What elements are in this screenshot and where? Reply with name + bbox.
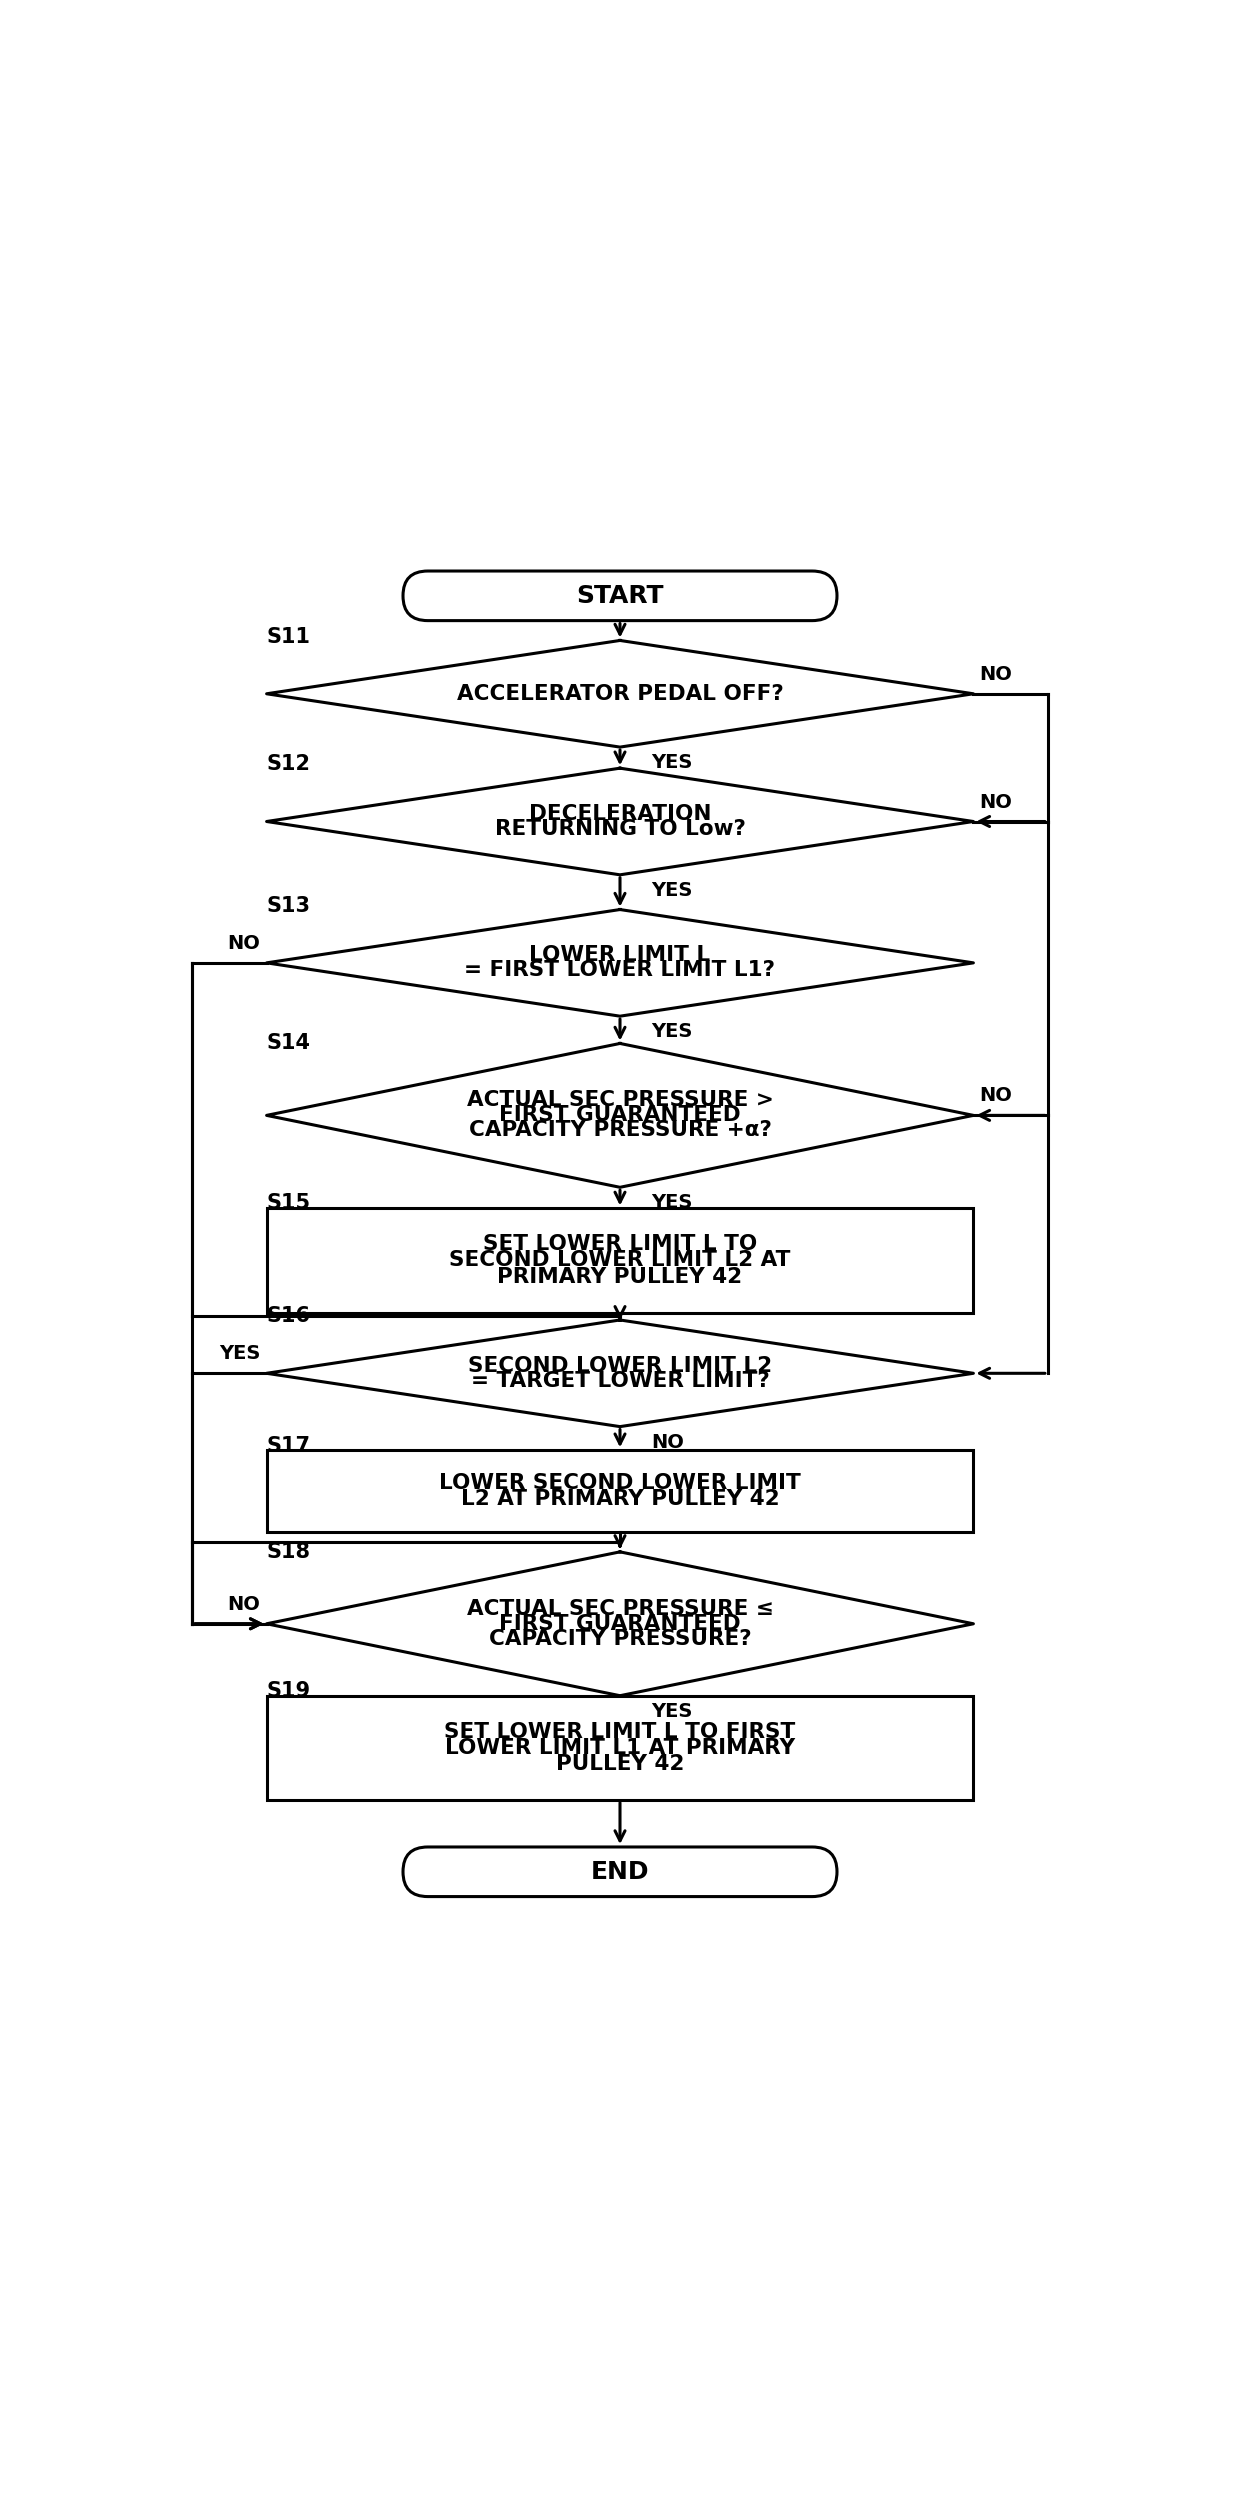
Text: YES: YES	[651, 881, 692, 899]
Text: CAPACITY PRESSURE +α?: CAPACITY PRESSURE +α?	[469, 1120, 771, 1140]
Text: L2 AT PRIMARY PULLEY 42: L2 AT PRIMARY PULLEY 42	[461, 1489, 779, 1509]
Text: YES: YES	[651, 1022, 692, 1042]
Text: PRIMARY PULLEY 42: PRIMARY PULLEY 42	[497, 1266, 743, 1286]
FancyBboxPatch shape	[403, 1848, 837, 1896]
Text: START: START	[577, 585, 663, 608]
Text: S13: S13	[267, 896, 310, 917]
Text: = TARGET LOWER LIMIT?: = TARGET LOWER LIMIT?	[471, 1371, 769, 1391]
Bar	[267, 1451, 973, 1532]
Text: LOWER LIMIT L1 AT PRIMARY: LOWER LIMIT L1 AT PRIMARY	[445, 1738, 795, 1758]
Text: FIRST GUARANTEED: FIRST GUARANTEED	[500, 1105, 740, 1125]
Text: SET LOWER LIMIT L TO FIRST: SET LOWER LIMIT L TO FIRST	[444, 1723, 796, 1743]
Text: DECELERATION: DECELERATION	[528, 804, 712, 824]
Bar	[267, 1695, 973, 1800]
Text: FIRST GUARANTEED: FIRST GUARANTEED	[500, 1615, 740, 1635]
Bar	[267, 1208, 973, 1313]
Text: YES: YES	[651, 753, 692, 773]
Text: YES: YES	[219, 1343, 260, 1363]
Text: S18: S18	[267, 1542, 310, 1562]
Text: NO: NO	[651, 1434, 684, 1451]
Text: NO: NO	[227, 934, 260, 954]
Text: S14: S14	[267, 1035, 310, 1055]
Text: NO: NO	[980, 1087, 1013, 1105]
Text: LOWER LIMIT L: LOWER LIMIT L	[529, 947, 711, 964]
Text: PULLEY 42: PULLEY 42	[556, 1753, 684, 1773]
Text: NO: NO	[980, 793, 1013, 811]
Text: END: END	[590, 1861, 650, 1883]
Text: ACCELERATOR PEDAL OFF?: ACCELERATOR PEDAL OFF?	[456, 683, 784, 703]
FancyBboxPatch shape	[403, 570, 837, 620]
Text: ACTUAL SEC PRESSURE >: ACTUAL SEC PRESSURE >	[466, 1090, 774, 1110]
Text: S17: S17	[267, 1436, 310, 1456]
Text: YES: YES	[651, 1702, 692, 1720]
Text: RETURNING TO Low?: RETURNING TO Low?	[495, 819, 745, 839]
Text: SECOND LOWER LIMIT L2: SECOND LOWER LIMIT L2	[467, 1356, 773, 1376]
Text: CAPACITY PRESSURE?: CAPACITY PRESSURE?	[489, 1630, 751, 1650]
Text: S11: S11	[267, 628, 310, 648]
Text: LOWER SECOND LOWER LIMIT: LOWER SECOND LOWER LIMIT	[439, 1474, 801, 1494]
Text: ACTUAL SEC PRESSURE ≤: ACTUAL SEC PRESSURE ≤	[466, 1600, 774, 1620]
Text: S16: S16	[267, 1306, 310, 1326]
Text: S19: S19	[267, 1680, 311, 1700]
Text: NO: NO	[980, 665, 1013, 683]
Text: NO: NO	[227, 1594, 260, 1615]
Text: SECOND LOWER LIMIT L2 AT: SECOND LOWER LIMIT L2 AT	[449, 1250, 791, 1271]
Text: = FIRST LOWER LIMIT L1?: = FIRST LOWER LIMIT L1?	[465, 959, 775, 979]
Text: YES: YES	[651, 1193, 692, 1213]
Text: S12: S12	[267, 753, 310, 773]
Text: SET LOWER LIMIT L TO: SET LOWER LIMIT L TO	[482, 1235, 758, 1256]
Text: S15: S15	[267, 1193, 311, 1213]
